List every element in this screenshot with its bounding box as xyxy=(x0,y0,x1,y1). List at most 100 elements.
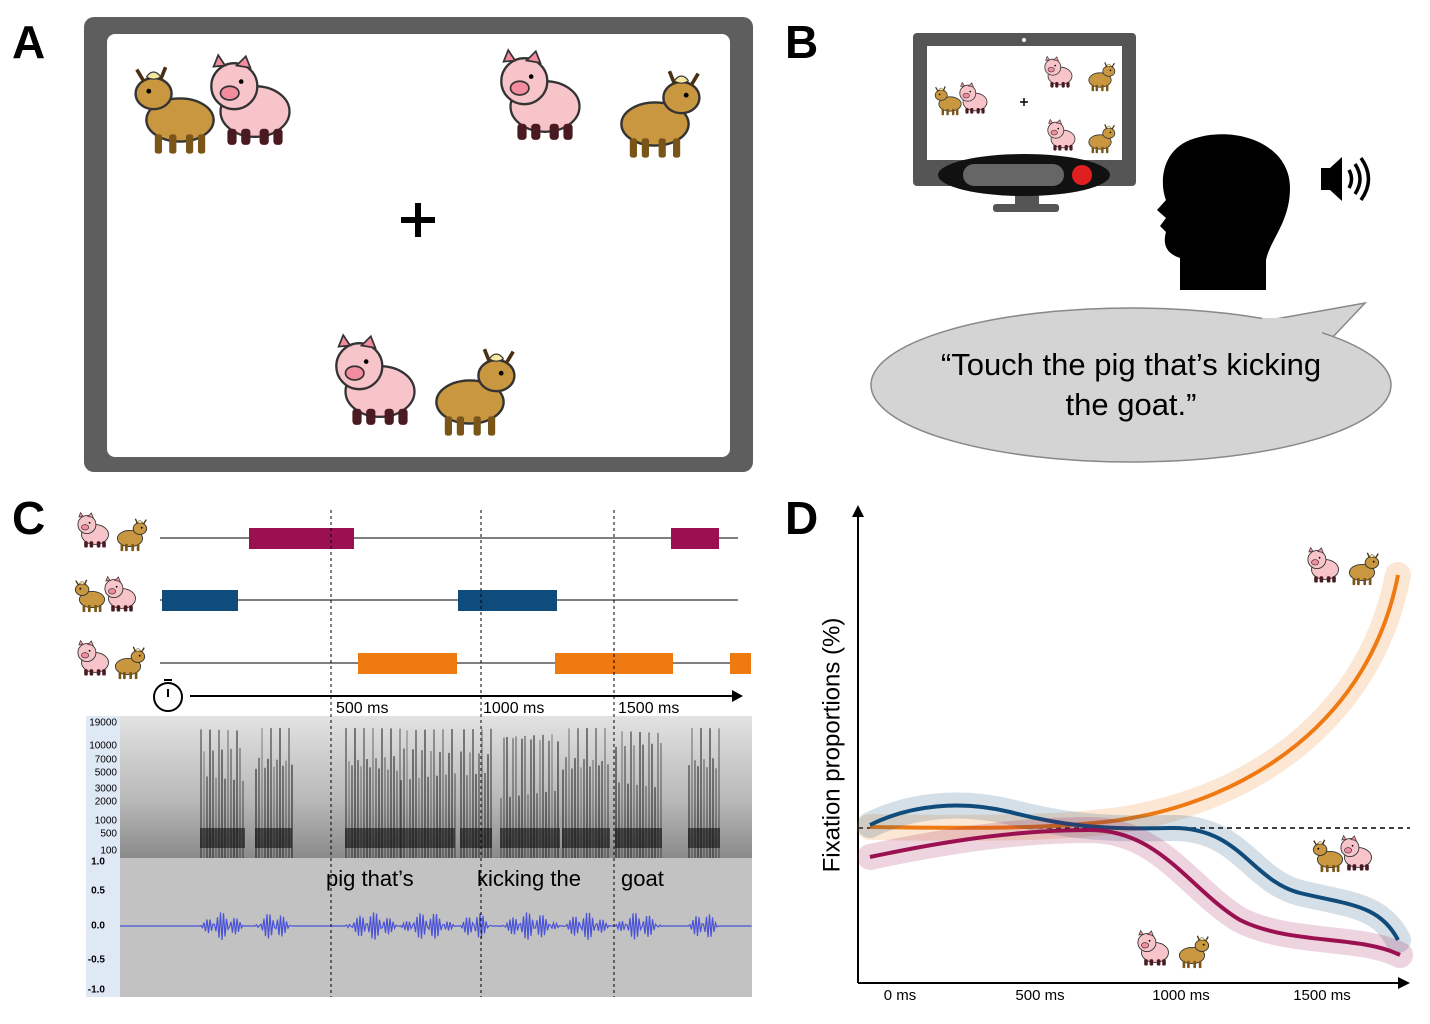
amp-tick-label: 1.0 xyxy=(91,857,105,868)
spectro-stripe xyxy=(288,728,290,858)
spectro-stripe xyxy=(242,780,244,858)
goat-eye xyxy=(683,92,689,98)
goat-head xyxy=(477,358,516,393)
pig xyxy=(1044,55,1073,88)
eye-tracker-lens xyxy=(963,164,1064,186)
spectro-stripe xyxy=(393,756,395,858)
goat-eye xyxy=(79,587,82,590)
goat xyxy=(1088,124,1116,154)
x-tick-label: 500 ms xyxy=(1015,987,1064,1004)
pig-leg xyxy=(1058,145,1062,151)
goat-leg xyxy=(1106,146,1109,154)
goat xyxy=(74,579,106,613)
goat xyxy=(1178,935,1210,969)
fixation-bar xyxy=(730,653,751,674)
pig-leg xyxy=(129,605,133,612)
goat-eye xyxy=(938,93,941,96)
speaker-icon xyxy=(1321,156,1371,202)
goat-leg xyxy=(641,138,649,158)
pig-leg xyxy=(1069,145,1073,151)
fixation-curve xyxy=(869,574,1400,830)
spectro-stripe xyxy=(478,753,480,858)
y-axis-title: Fixation proportions (%) xyxy=(818,618,845,873)
spectro-stripe xyxy=(291,764,293,858)
spectro-stripe xyxy=(554,790,556,858)
spectro-stripe xyxy=(539,740,541,858)
goat-leg xyxy=(473,416,481,436)
y-arrow xyxy=(852,505,864,517)
spectro-stripe xyxy=(639,732,641,858)
goat-body xyxy=(1178,946,1206,965)
pig-snout xyxy=(219,85,240,101)
pig-snout xyxy=(1050,129,1058,136)
waveform xyxy=(120,912,752,940)
goat-leg xyxy=(134,671,138,680)
pig-leg xyxy=(1053,145,1057,151)
spectro-stripe xyxy=(230,748,232,858)
spectro-stripe xyxy=(448,752,450,858)
goat-leg xyxy=(952,108,955,116)
pig-leg xyxy=(976,108,980,114)
pig-leg xyxy=(123,605,128,612)
pig-eye xyxy=(1057,127,1059,130)
amp-tick-label: -1.0 xyxy=(88,985,106,996)
pig-leg xyxy=(273,128,283,145)
spectro-stripe xyxy=(715,768,717,858)
participant-head xyxy=(1157,134,1290,290)
spectro-stripe xyxy=(366,759,368,858)
spectro-stripe xyxy=(487,754,489,858)
spectro-stripe xyxy=(700,728,702,858)
spectro-stripe xyxy=(215,777,217,858)
spectro-stripe xyxy=(436,775,438,858)
goat-leg xyxy=(98,604,102,613)
word-label: pig that’s xyxy=(326,866,414,891)
spectro-stripe xyxy=(227,730,229,858)
goat-tuft xyxy=(1198,937,1205,941)
spectro-stripe xyxy=(706,767,708,858)
goat-tuft xyxy=(145,71,162,80)
goat-eye xyxy=(1202,943,1205,946)
spectro-stripe xyxy=(515,736,517,858)
pig xyxy=(959,81,988,114)
pig xyxy=(1340,834,1372,871)
spectro-stripe xyxy=(500,797,502,858)
goat-horns xyxy=(1366,552,1379,559)
freq-tick-label: 5000 xyxy=(95,768,118,779)
spectro-stripe xyxy=(636,784,638,858)
pig-ears xyxy=(1048,118,1062,125)
goat-tuft xyxy=(673,75,690,84)
goat-leg xyxy=(673,138,681,158)
pig-leg xyxy=(102,669,106,676)
spectro-stripe xyxy=(506,736,508,858)
spectro-stripe xyxy=(545,792,547,858)
spectro-stripe xyxy=(221,749,223,858)
pig-snout xyxy=(81,524,90,531)
freq-tick-label: 10000 xyxy=(89,741,117,752)
spectro-stripe xyxy=(533,735,535,858)
goat-leg xyxy=(1091,146,1094,154)
goat-leg xyxy=(956,108,959,116)
goat-head xyxy=(134,76,173,111)
pig-leg xyxy=(1347,864,1351,871)
goat-eye xyxy=(1109,69,1112,72)
spectro-stripe xyxy=(381,728,383,858)
goat-tuft xyxy=(136,520,143,524)
goat-eye xyxy=(1372,560,1375,563)
goat-tuft xyxy=(1106,63,1112,67)
spectro-stripe xyxy=(418,777,420,858)
spectro-stripe xyxy=(607,764,609,858)
spectro-stripe xyxy=(709,728,711,858)
spectro-stripe xyxy=(282,765,284,858)
spectro-stripe xyxy=(530,739,532,858)
goat-leg xyxy=(1193,960,1197,969)
speech-line: the goat.” xyxy=(1066,387,1197,422)
mini-cross xyxy=(1020,98,1028,106)
goat-leg xyxy=(941,108,944,116)
pig-eye xyxy=(363,359,369,364)
pig-leg xyxy=(965,108,969,114)
goat-leg xyxy=(1182,960,1186,969)
spectro-stripe xyxy=(212,750,214,858)
spectro-stripe xyxy=(589,766,591,858)
pig-leg xyxy=(384,408,394,425)
spectro-stripe xyxy=(583,759,585,858)
